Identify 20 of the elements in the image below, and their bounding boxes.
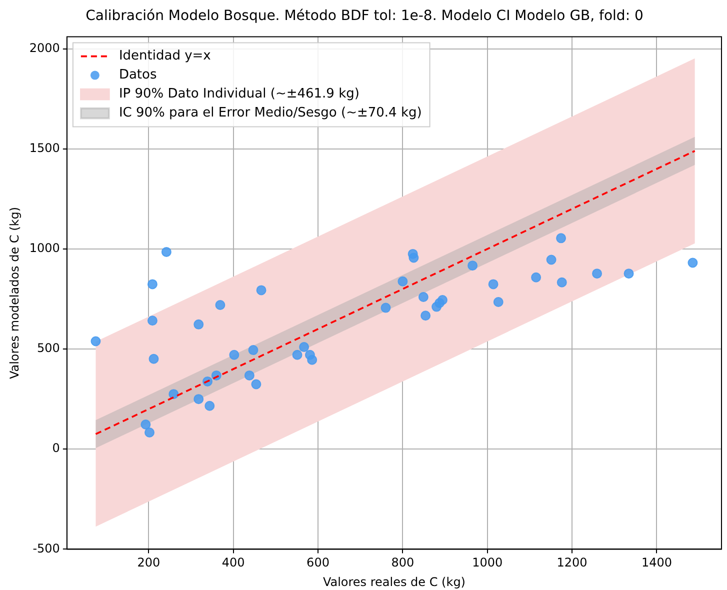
y-tick-label: 1000	[29, 241, 60, 256]
chart-title: Calibración Modelo Bosque. Método BDF tol: 1e-8. Modelo CI Modelo GB, fold: 0	[86, 8, 644, 24]
legend-label: IP 90% Dato Individual (~±461.9 kg)	[118, 86, 360, 102]
y-tick-label: -500	[32, 541, 60, 556]
legend-label: Datos	[118, 68, 157, 83]
x-tick-label: 1200	[556, 556, 588, 570]
y-tick-label: 500	[37, 341, 60, 356]
y-axis-title: Valores modelados de C (kg)	[7, 206, 22, 380]
legend-label: IC 90% para el Error Medio/Sesgo (~±70.4 kg)	[118, 106, 422, 121]
x-axis-title: Valores reales de C (kg)	[322, 574, 466, 589]
x-tick-label: 800	[391, 556, 414, 570]
x-tick-label: 1400	[641, 556, 672, 570]
x-tick-label: 1000	[472, 556, 503, 570]
y-tick-label: 0	[52, 441, 60, 456]
x-tick-label: 400	[222, 556, 245, 570]
legend-label: Identidad y=x	[118, 48, 212, 64]
y-tick-label: 1500	[29, 141, 60, 156]
x-tick-label: 200	[137, 556, 160, 570]
x-tick-label: 600	[306, 556, 330, 570]
y-tick-label: 2000	[29, 40, 60, 55]
